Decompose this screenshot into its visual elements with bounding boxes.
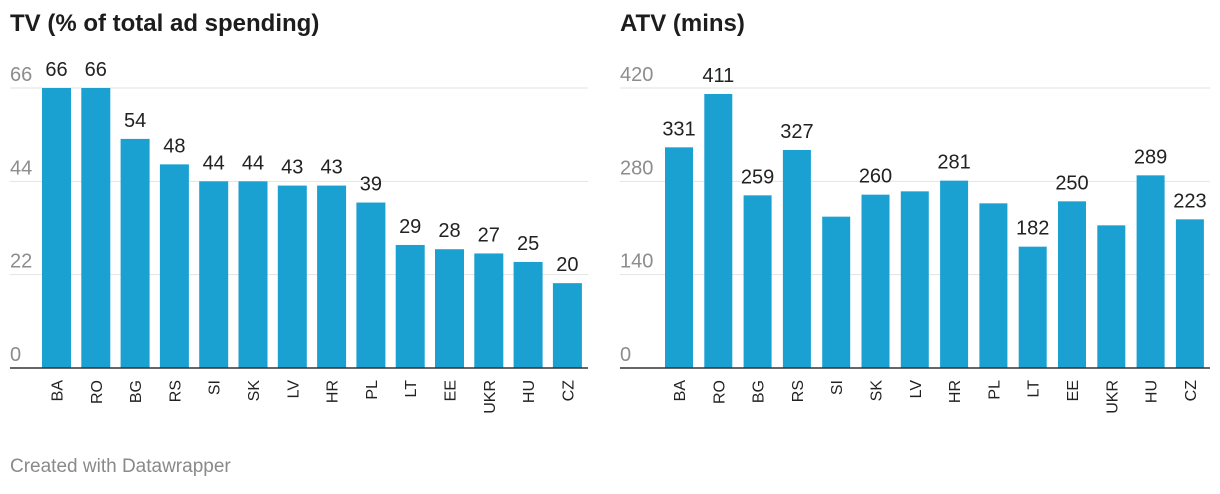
data-label: 54 — [124, 110, 146, 132]
x-tick-label: RS — [167, 380, 184, 402]
x-tick-label: CZ — [560, 380, 577, 402]
y-tick-label: 44 — [10, 157, 32, 179]
bar — [435, 249, 464, 368]
x-tick-label: CZ — [1183, 380, 1200, 402]
bar — [782, 150, 811, 368]
data-label: 39 — [360, 174, 382, 196]
x-tick-label: PL — [986, 380, 1003, 400]
x-tick-label: SK — [869, 380, 886, 402]
x-tick-label: SK — [246, 380, 263, 402]
x-tick-label: BG — [128, 380, 145, 403]
x-tick-label: RO — [89, 380, 106, 404]
x-tick-label: HR — [325, 380, 342, 403]
x-tick-label: HR — [947, 380, 964, 403]
x-tick-label: UKR — [482, 380, 499, 414]
bar — [940, 180, 969, 368]
bar — [979, 203, 1008, 368]
bar — [513, 261, 543, 368]
bar — [822, 216, 851, 368]
data-label: 48 — [163, 135, 185, 157]
y-tick-label: 0 — [10, 344, 21, 366]
data-label: 28 — [438, 220, 460, 242]
data-label: 66 — [85, 59, 107, 81]
x-tick-label: LT — [403, 380, 420, 398]
x-tick-label: BA — [672, 380, 689, 402]
y-tick-label: 420 — [620, 64, 653, 86]
bar — [81, 88, 111, 368]
bar — [395, 244, 425, 368]
bar — [900, 191, 929, 368]
bar — [1175, 219, 1204, 368]
data-label: 327 — [780, 121, 813, 143]
bar — [277, 185, 307, 368]
y-tick-label: 0 — [620, 344, 631, 366]
bar — [356, 202, 386, 368]
bar — [665, 147, 693, 368]
data-label: 43 — [320, 157, 342, 179]
data-label: 250 — [1055, 172, 1088, 194]
data-label: 182 — [1016, 218, 1049, 240]
data-label: 27 — [478, 224, 500, 246]
bar — [1058, 201, 1086, 368]
data-label: 259 — [741, 166, 774, 188]
data-label: 331 — [662, 118, 695, 140]
x-tick-label: LV — [285, 380, 302, 399]
bar — [474, 253, 504, 368]
bar — [159, 164, 189, 368]
bar — [861, 194, 890, 368]
data-label: 44 — [242, 152, 264, 174]
x-tick-label: SI — [829, 380, 846, 395]
data-label: 281 — [937, 152, 970, 174]
data-label: 66 — [45, 59, 67, 81]
data-label: 25 — [517, 233, 539, 255]
x-tick-label: EE — [1065, 380, 1082, 401]
y-tick-label: 22 — [10, 251, 32, 273]
data-label: 289 — [1134, 146, 1167, 168]
bar — [552, 283, 582, 368]
bar — [1097, 225, 1126, 368]
atv-chart-panel: ATV (mins) 0 140 280 420 331 BA 411 RO 259 BG 327 R… — [620, 0, 1210, 440]
data-label: 411 — [702, 65, 734, 87]
x-tick-label: BA — [50, 380, 67, 402]
bar — [199, 181, 229, 368]
x-tick-label: HU — [521, 380, 538, 403]
y-tick-label: 280 — [620, 157, 653, 179]
bar — [704, 94, 733, 368]
bar — [1136, 175, 1165, 368]
x-tick-label: RO — [711, 380, 728, 404]
x-tick-label: LT — [1026, 380, 1043, 398]
data-label: 223 — [1173, 190, 1206, 212]
data-label: 43 — [281, 157, 303, 179]
bar — [1018, 246, 1047, 368]
x-tick-label: HU — [1144, 380, 1161, 403]
data-label: 260 — [859, 166, 892, 188]
chart-title: ATV (mins) — [620, 10, 745, 37]
x-tick-label: EE — [443, 380, 460, 401]
footer-credit: Created with Datawrapper — [10, 456, 231, 477]
x-tick-label: BG — [751, 380, 768, 403]
data-label: 29 — [399, 216, 421, 238]
atv-minutes-chart: 0 140 280 420 331 BA 411 RO 259 BG 327 RS SI 260 SK LV 2… — [620, 64, 1210, 414]
tv-chart-panel: TV (% of total ad spending) 0 22 44 66 66 BA 6… — [10, 0, 590, 440]
x-tick-label: RS — [790, 380, 807, 402]
bar — [120, 138, 150, 368]
x-tick-label: UKR — [1104, 380, 1121, 414]
data-label: 44 — [203, 152, 225, 174]
x-tick-label: LV — [908, 380, 925, 399]
bar — [42, 88, 71, 368]
data-label: 20 — [556, 254, 578, 276]
y-tick-label: 140 — [620, 251, 653, 273]
bar — [743, 195, 772, 368]
bar — [238, 181, 268, 368]
bar — [317, 185, 347, 368]
x-tick-label: SI — [207, 380, 224, 395]
chart-title: TV (% of total ad spending) — [10, 10, 320, 37]
x-tick-label: PL — [364, 380, 381, 400]
tv-ad-spending-chart: 0 22 44 66 66 BA 66 RO 54 BG 48 RS 44 SI 44 SK 43 LV 43 HR 3… — [10, 59, 588, 414]
y-tick-label: 66 — [10, 64, 32, 86]
